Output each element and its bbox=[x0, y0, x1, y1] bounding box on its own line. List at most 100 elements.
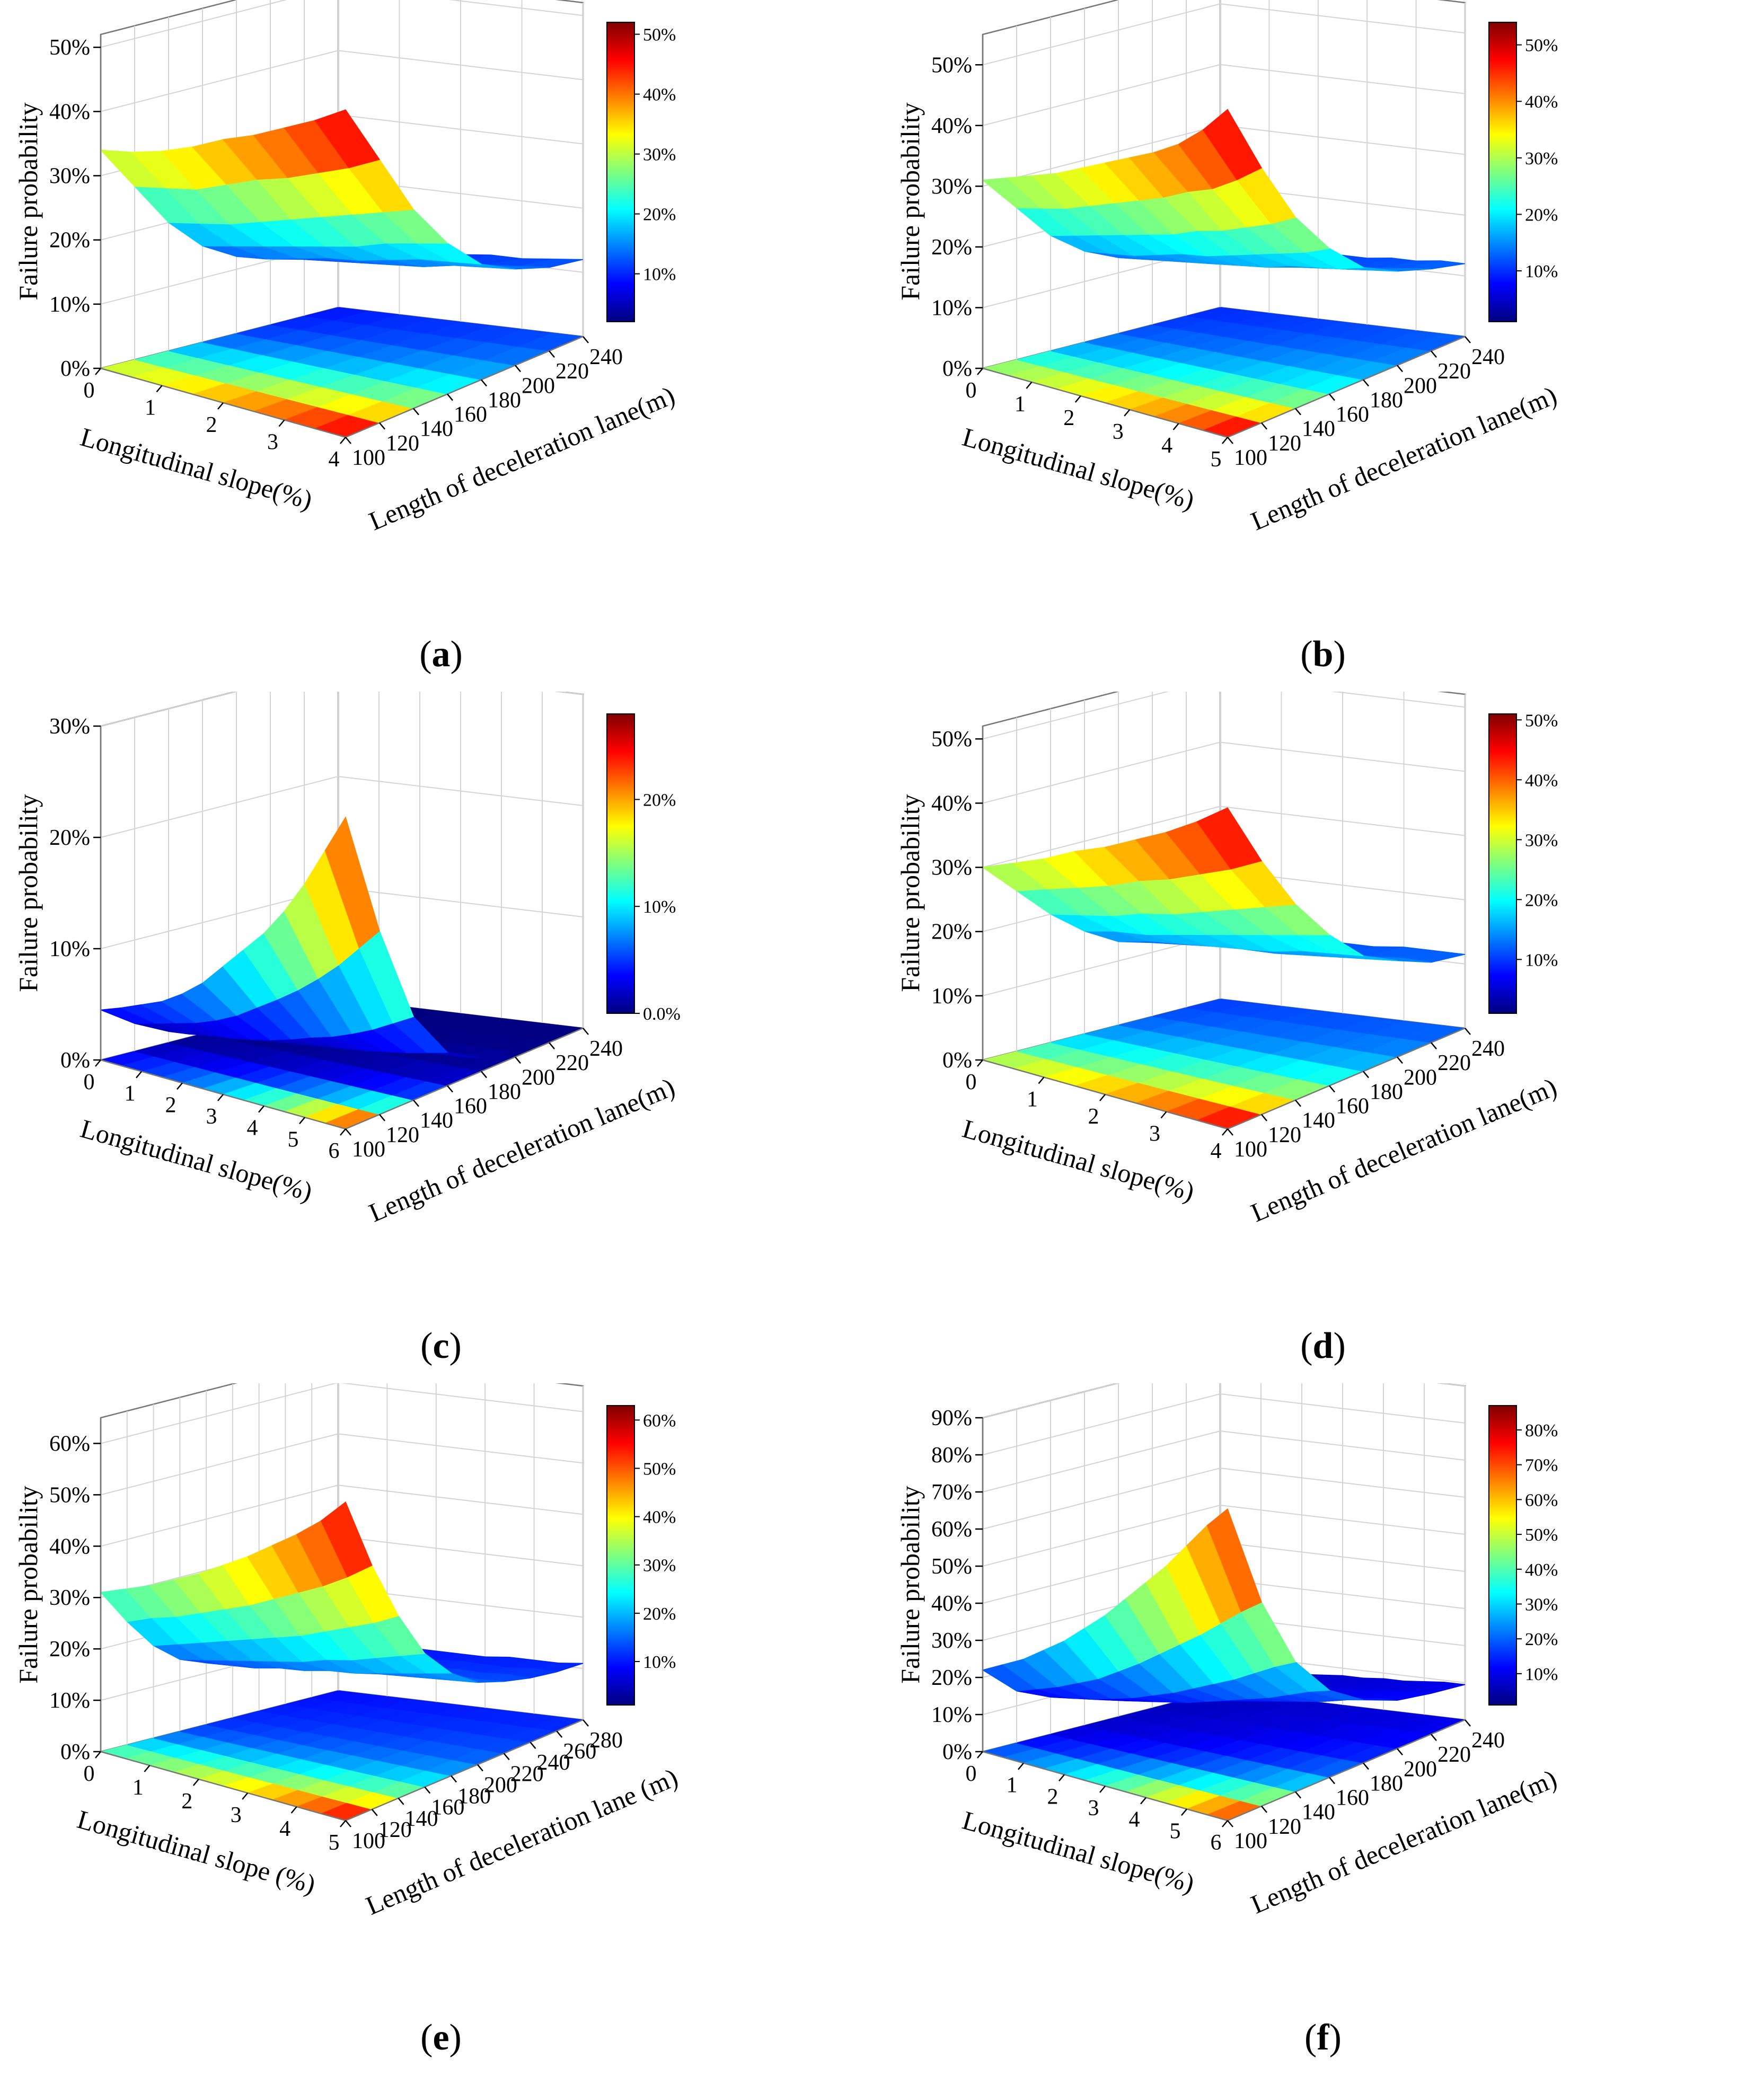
z-axis-title: Failure probability bbox=[895, 102, 925, 301]
colorbar bbox=[606, 713, 635, 1014]
slope-tick-label: 5 bbox=[329, 1831, 340, 1855]
slope-tick-mark bbox=[1124, 409, 1131, 417]
slope-axis-title: Longitudinal slope(%) bbox=[959, 1805, 1198, 1898]
length-tick-label: 240 bbox=[589, 1037, 623, 1061]
length-tick-mark bbox=[447, 393, 453, 401]
slope-tick-label: 0 bbox=[84, 1070, 95, 1094]
surface-cell bbox=[324, 816, 380, 949]
caption-a: (a) bbox=[419, 634, 463, 675]
z-tick-label: 10% bbox=[49, 293, 90, 317]
colorbar-tick-label: 50% bbox=[1525, 711, 1558, 730]
front-edge-length bbox=[345, 335, 584, 438]
slope-tick-label: 2 bbox=[181, 1789, 192, 1814]
panel-a: 0% 10% 20% 30% 40% 50% 0 1 2 3 4 100 120 140 160 180 200… bbox=[0, 0, 882, 692]
z-tick-label: 90% bbox=[931, 1406, 972, 1430]
surface bbox=[982, 109, 1466, 272]
slope-tick-label: 2 bbox=[1088, 1105, 1099, 1129]
length-tick-mark bbox=[503, 1753, 510, 1761]
z-axis-title: Failure probability bbox=[13, 102, 43, 301]
surface-chart-a: 0% 10% 20% 30% 40% 50% 0 1 2 3 4 100120140160180200… bbox=[13, 0, 679, 536]
floor-projection bbox=[100, 307, 584, 438]
surface bbox=[981, 807, 1466, 963]
slope-tick-mark bbox=[258, 1105, 264, 1113]
floor-projection bbox=[982, 307, 1466, 438]
colorbar-tick-label: 30% bbox=[643, 1556, 676, 1576]
slope-tick-label: 4 bbox=[1211, 1139, 1222, 1163]
slope-tick-mark bbox=[242, 1792, 249, 1800]
slope-axis-title: Longitudinal slope(%) bbox=[959, 1114, 1198, 1207]
wall-gridline-z bbox=[982, 741, 1466, 804]
wall-gridline-z bbox=[100, 0, 584, 48]
length-tick-label: 240 bbox=[1471, 1728, 1505, 1753]
z-axis-title: Failure probability bbox=[13, 794, 43, 992]
front-edge-length bbox=[1227, 335, 1466, 438]
length-tick-label: 140 bbox=[420, 417, 453, 441]
slope-tick-mark bbox=[177, 1082, 183, 1090]
length-tick-mark bbox=[549, 1042, 555, 1049]
front-edge-length bbox=[345, 1719, 584, 1822]
slope-tick-mark bbox=[1222, 1820, 1228, 1827]
surface bbox=[100, 1501, 584, 1683]
z-tick-label: 50% bbox=[931, 727, 972, 752]
length-tick-mark bbox=[530, 1742, 536, 1750]
length-tick-label: 220 bbox=[1437, 1743, 1471, 1767]
slope-tick-mark bbox=[1038, 1076, 1045, 1084]
slope-tick-label: 1 bbox=[145, 396, 156, 420]
z-tick-label: 0% bbox=[942, 1740, 972, 1764]
length-tick-label: 240 bbox=[1471, 345, 1505, 369]
colorbar-tick-label: 20% bbox=[1525, 1630, 1558, 1649]
length-tick-mark bbox=[424, 1786, 431, 1794]
length-tick-label: 140 bbox=[1302, 1109, 1335, 1133]
length-tick-label: 100 bbox=[1234, 446, 1267, 470]
length-tick-label: 100 bbox=[352, 1829, 385, 1853]
slope-tick-mark bbox=[340, 437, 346, 444]
slope-tick-mark bbox=[1172, 423, 1179, 430]
panel-b: 0% 10% 20% 30% 40% 50% 0 1 2 3 4 5 100 120 140 160 180 20… bbox=[882, 0, 1764, 692]
colorbar-tick-label: 20% bbox=[1525, 890, 1558, 910]
length-tick-label: 140 bbox=[420, 1109, 453, 1133]
z-tick-label: 40% bbox=[931, 114, 972, 138]
z-tick-label: 0% bbox=[60, 357, 90, 381]
z-tick-label: 0% bbox=[60, 1048, 90, 1073]
length-tick-mark bbox=[1431, 350, 1437, 358]
z-tick-label: 20% bbox=[931, 235, 972, 260]
z-tick-label: 40% bbox=[49, 100, 90, 124]
slope-tick-label: 6 bbox=[329, 1139, 340, 1163]
slope-tick-mark bbox=[95, 368, 101, 375]
slope-tick-mark bbox=[340, 1820, 346, 1827]
z-tick-label: 10% bbox=[49, 1689, 90, 1713]
slope-tick-mark bbox=[340, 1128, 346, 1136]
length-tick-label: 120 bbox=[1268, 1123, 1301, 1147]
caption-e: (e) bbox=[420, 2017, 462, 2058]
colorbar-tick-label: 20% bbox=[643, 790, 676, 810]
length-tick-mark bbox=[1227, 437, 1233, 444]
colorbar bbox=[1488, 22, 1517, 322]
slope-tick-mark bbox=[192, 1779, 199, 1786]
slope-tick-label: 2 bbox=[1047, 1785, 1059, 1809]
colorbar-tick-label: 50% bbox=[1525, 36, 1558, 56]
colorbar-tick-label: 50% bbox=[643, 25, 676, 45]
panel-c: 0% 10% 20% 30% 0 1 2 3 4 5 6 100 120 140 160 180 200 220 2… bbox=[0, 692, 882, 1383]
length-tick-label: 160 bbox=[1336, 1094, 1369, 1119]
z-tick-label: 80% bbox=[931, 1443, 972, 1468]
floor-projection bbox=[100, 1690, 584, 1821]
length-tick-mark bbox=[447, 1085, 453, 1093]
length-tick-mark bbox=[481, 379, 487, 387]
length-tick-mark bbox=[345, 1128, 351, 1136]
length-tick-mark bbox=[1227, 1128, 1233, 1136]
colorbar bbox=[606, 1405, 635, 1706]
length-tick-mark bbox=[583, 336, 589, 343]
slope-tick-label: 4 bbox=[279, 1817, 290, 1841]
length-tick-label: 220 bbox=[510, 1762, 544, 1786]
length-tick-label: 200 bbox=[1404, 374, 1437, 398]
surface-chart-d: 0% 10% 20% 30% 40% 50% 0 1 2 3 4 100120140160180200… bbox=[895, 692, 1561, 1227]
surface-chart-e: 0% 10% 20% 30% 40% 50% 60% 0 1 2 3 4 5 10012014016018… bbox=[13, 1383, 682, 1921]
length-tick-mark bbox=[1465, 336, 1471, 343]
wall-gridline-z bbox=[100, 692, 584, 727]
front-edge-length bbox=[1227, 1027, 1466, 1130]
length-tick-label: 100 bbox=[352, 1137, 385, 1162]
slope-tick-mark bbox=[95, 1059, 101, 1067]
colorbar-tick-label: 80% bbox=[1525, 1421, 1558, 1441]
z-tick-label: 50% bbox=[49, 1483, 90, 1507]
length-tick-label: 160 bbox=[1336, 403, 1369, 427]
